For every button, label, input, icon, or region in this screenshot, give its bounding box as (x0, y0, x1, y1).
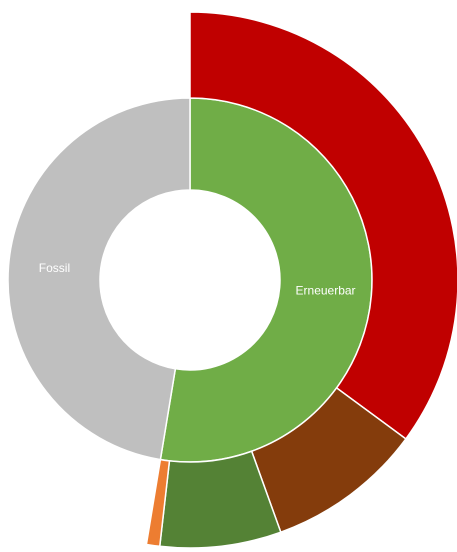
ring-segment (145, 458, 171, 548)
segment-label: Fossil (39, 261, 70, 275)
segment-label: Erneuerbar (296, 283, 356, 297)
ring-segment (189, 11, 457, 440)
ring-segment (7, 97, 191, 461)
